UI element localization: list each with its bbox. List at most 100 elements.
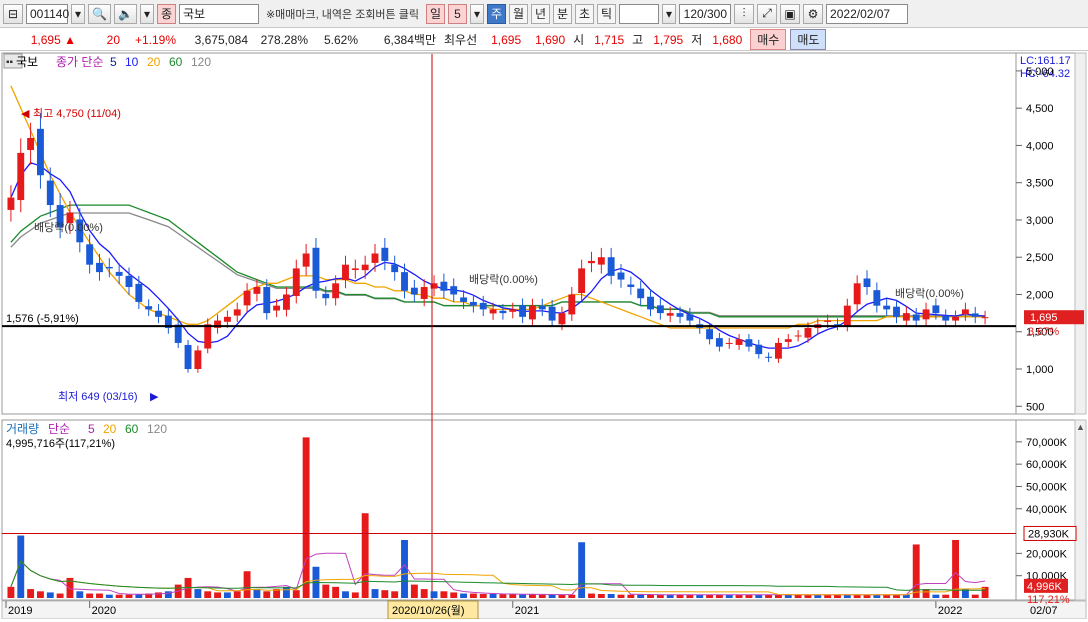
ma5-line-path: [10, 162, 986, 349]
current-price-tag-text: 1,695: [1030, 312, 1058, 324]
indicator-icon[interactable]: ⤢: [757, 3, 778, 24]
volume-bar: [519, 594, 527, 598]
trade-amount: 6,384백만: [383, 33, 436, 47]
candle: [509, 309, 517, 312]
candle: [765, 356, 773, 358]
period-number[interactable]: 5: [447, 3, 467, 24]
high-price: 1,795: [653, 32, 684, 47]
x-tick-label: 2020: [92, 605, 116, 617]
dropdown-icon[interactable]: ▾: [71, 3, 86, 24]
current-price: 1,695 ▲: [30, 32, 76, 47]
candle: [804, 328, 812, 338]
gear-icon[interactable]: ⚙: [803, 3, 824, 24]
volume-bar: [273, 589, 281, 598]
ma-legend-60: 60: [169, 55, 183, 69]
period-year[interactable]: 년: [531, 3, 551, 24]
chart-area[interactable]: ▪▪ 국보 종가 단순 5 10 20 60 120 LC:161.17 HC:-64.…: [0, 52, 1088, 620]
candle: [617, 272, 625, 280]
search-icon[interactable]: 🔍: [88, 3, 111, 24]
period-second[interactable]: 초: [575, 3, 595, 24]
low-annotation: 최저 649 (03/16): [58, 390, 138, 403]
window-icon[interactable]: ⊟: [3, 3, 23, 24]
candle: [597, 257, 605, 265]
candle: [381, 247, 389, 261]
volume-ma-label: 단순: [48, 422, 70, 436]
price-tick-label: 2,000: [1026, 289, 1054, 301]
volume-scrollbar[interactable]: [1074, 419, 1087, 601]
volume-bar: [27, 589, 35, 598]
period-tick[interactable]: 틱: [597, 3, 617, 24]
candle: [292, 268, 300, 296]
volume-reference-tag: [1023, 525, 1077, 541]
volume-scroll-up-icon[interactable]: ▲: [1076, 422, 1085, 432]
high-annotation: 최고 4,750 (11/04): [33, 107, 121, 120]
sell-button[interactable]: 매도: [790, 29, 827, 50]
best-bid-2: 1,690: [535, 32, 566, 47]
volume-value: 3,675,084: [194, 32, 248, 47]
candle: [135, 283, 143, 302]
price-tick-label: 500: [1026, 401, 1044, 413]
interval-dropdown[interactable]: ▾: [662, 3, 677, 24]
volume-bar: [893, 594, 900, 598]
x-tick-label: 2019: [8, 605, 32, 617]
buy-button[interactable]: 매수: [750, 29, 787, 50]
volume-bar: [971, 594, 979, 598]
candle: [715, 338, 723, 347]
volume-tick-label: 50,000K: [1026, 481, 1068, 493]
candle: [302, 253, 310, 267]
ma-legend-20: 20: [147, 55, 161, 69]
volume-bar: [479, 593, 487, 598]
volume-bar: [292, 590, 300, 598]
candle: [893, 306, 900, 317]
volume-axis: [1015, 419, 1087, 601]
volume-current-pct: 117,21%: [1027, 594, 1070, 606]
interval-field[interactable]: [619, 3, 660, 24]
low-label: 저: [691, 33, 703, 47]
open-price: 1,715: [594, 32, 625, 47]
candle: [56, 205, 64, 228]
x-tick-label: 2022: [938, 605, 962, 617]
low-arrow-icon: ▶: [150, 391, 159, 403]
candle: [243, 290, 251, 306]
volume-bar: [253, 589, 261, 598]
stock-code-input[interactable]: 001140: [26, 3, 69, 24]
date-field[interactable]: 2022/02/07: [826, 3, 909, 24]
panel-collapse-icon[interactable]: [3, 53, 23, 69]
ma-legend-5: 5: [110, 55, 117, 69]
candle-type-icon[interactable]: ⫶: [734, 3, 755, 24]
candle: [233, 309, 241, 316]
volume-value-label: 4,995,716주(117,21%): [6, 438, 115, 450]
stock-name-field[interactable]: 국보: [178, 3, 259, 24]
stock-chart[interactable]: ▪▪ 국보 종가 단순 5 10 20 60 120 LC:161.17 HC:-64.…: [0, 52, 1088, 620]
save-icon[interactable]: ▣: [780, 3, 801, 24]
high-arrow-icon: ◀: [21, 108, 30, 120]
volume-bar: [666, 594, 674, 598]
candle: [607, 257, 615, 276]
volume-bar: [755, 594, 763, 598]
turnover-rate: 5.62%: [323, 32, 358, 47]
panel-menu-icon[interactable]: ▪▪: [6, 57, 14, 68]
volume-bar: [489, 593, 497, 598]
dropdown-icon-2[interactable]: ▾: [139, 3, 154, 24]
volume-bar: [332, 586, 340, 598]
volume-bar: [509, 594, 517, 598]
candle: [952, 316, 960, 321]
volume-bar: [145, 593, 153, 598]
period-number-dropdown[interactable]: ▾: [469, 3, 485, 24]
price-scrollbar[interactable]: [1074, 52, 1087, 415]
price-ticks: 5,000 4,500 4,000 3,500 3,000 2,500 2,000 1,500…: [1016, 66, 1054, 413]
candle: [853, 283, 861, 305]
volume-bar: [263, 591, 271, 598]
volume-bar: [440, 591, 448, 598]
speaker-icon[interactable]: 🔈: [113, 3, 137, 24]
volume-bar: [36, 591, 44, 598]
price-panel-frame: [1, 52, 1017, 415]
period-month[interactable]: 월: [509, 3, 529, 24]
period-minute[interactable]: 분: [553, 3, 573, 24]
candle: [942, 315, 950, 321]
period-day[interactable]: 일: [425, 3, 445, 24]
count-field[interactable]: 120/300: [679, 3, 732, 24]
candle: [410, 287, 418, 295]
low-price: 1,680: [712, 32, 743, 47]
period-week[interactable]: 주: [487, 3, 507, 24]
